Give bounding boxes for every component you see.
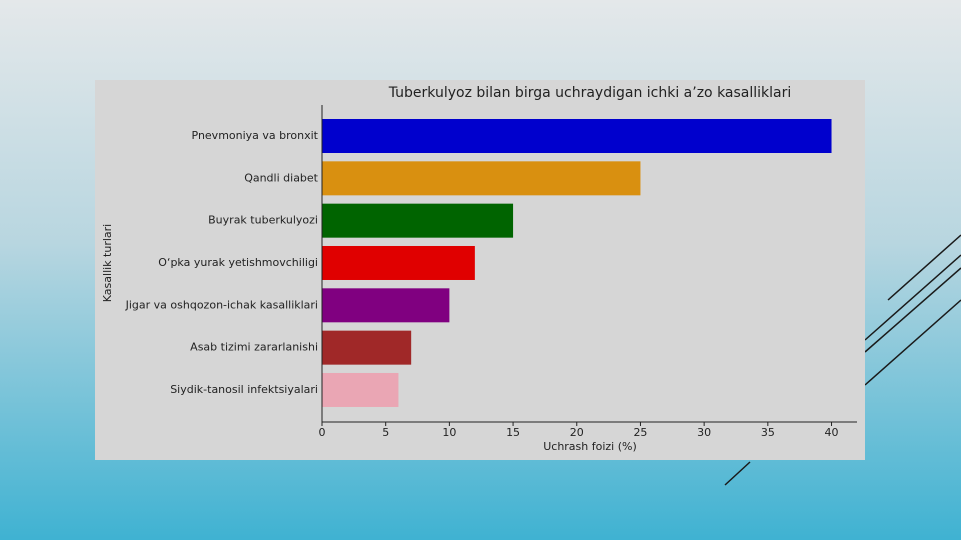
x-tick-label: 35 (761, 426, 775, 439)
x-tick-label: 20 (570, 426, 584, 439)
y-tick-label: Qandli diabet (244, 171, 318, 184)
decor-lines (724, 234, 961, 486)
bar (322, 119, 832, 153)
y-tick-label: Jigar va oshqozon-ichak kasalliklari (125, 298, 318, 311)
x-tick-label: 10 (442, 426, 456, 439)
y-axis-label: Kasallik turlari (101, 224, 114, 302)
y-tick-label: Pnevmoniya va bronxit (192, 129, 319, 142)
bar (322, 330, 412, 365)
bar (322, 245, 475, 280)
bar (322, 372, 399, 407)
x-tick-label: 30 (697, 426, 711, 439)
x-tick-label: 15 (506, 426, 520, 439)
x-tick-label: 5 (382, 426, 389, 439)
plot: Pnevmoniya va bronxit Qandli diabet Buyrak… (125, 105, 857, 439)
chart-title: Tuberkulyoz bilan birga uchraydigan ichk… (388, 85, 792, 101)
x-tick-label: 0 (319, 426, 326, 439)
y-tick-label: O‘pka yurak yetishmovchiligi (158, 256, 318, 269)
y-tick-label: Buyrak tuberkulyozi (208, 214, 318, 227)
x-axis-label: Uchrash foizi (%) (543, 440, 637, 453)
bar (322, 161, 641, 196)
bar (322, 203, 514, 238)
y-tick-label: Siydik-tanosil infektsiyalari (170, 383, 318, 396)
bar (322, 288, 450, 323)
y-tick-label: Asab tizimi zararlanishi (190, 341, 318, 354)
x-tick-label: 25 (633, 426, 647, 439)
x-tick-label: 40 (825, 426, 839, 439)
